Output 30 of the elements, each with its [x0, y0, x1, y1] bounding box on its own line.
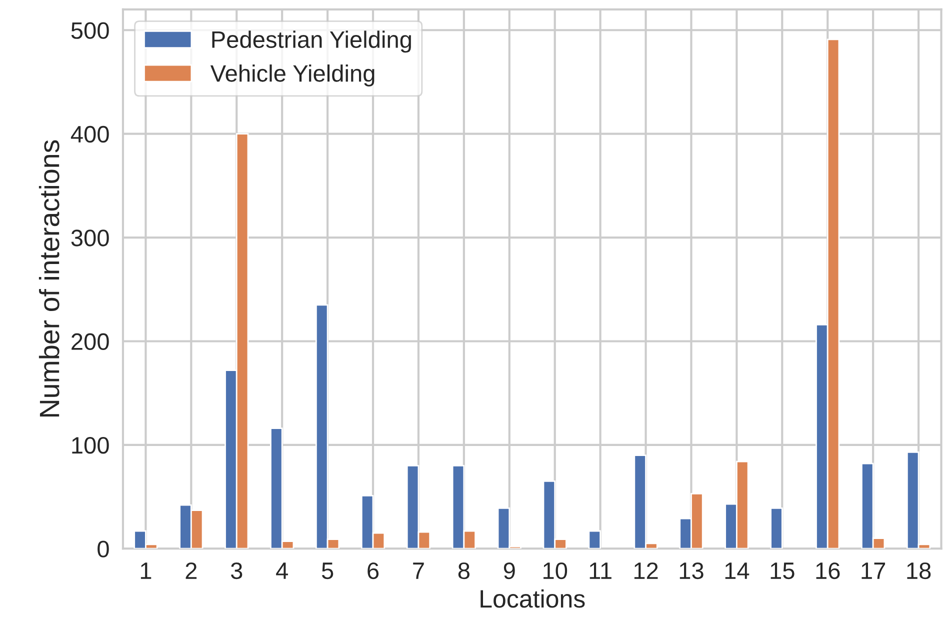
x-tick-label: 15 — [770, 562, 794, 580]
y-tick-label: 0 — [98, 540, 109, 558]
x-tick-label: 10 — [544, 562, 568, 580]
y-tick-label: 400 — [70, 126, 109, 143]
x-tick-label: 3 — [230, 562, 242, 580]
x-tick-label: 2 — [186, 562, 197, 579]
x-tick-label: 1 — [140, 562, 152, 579]
y-tick-label: 100 — [72, 436, 109, 454]
x-tick-label: 16 — [816, 562, 840, 580]
x-tick-label: 13 — [680, 562, 704, 580]
x-tick-label: 7 — [413, 562, 424, 579]
x-tick-label: 11 — [590, 562, 612, 579]
y-tick-label: 200 — [72, 333, 109, 350]
y-tick-label: 500 — [71, 22, 109, 39]
x-axis-title: Locations — [480, 589, 585, 608]
x-tick-label: 8 — [458, 562, 470, 580]
y-axis-title: Number of interactions — [38, 140, 60, 416]
legend-label: Vehicle Yielding — [210, 64, 374, 86]
bar — [588, 530, 602, 549]
x-tick-label: 17 — [862, 562, 886, 579]
x-tick-label: 6 — [368, 562, 379, 580]
x-tick-label: 12 — [634, 562, 658, 579]
x-tick-label: 18 — [907, 562, 931, 580]
x-tick-label: 5 — [322, 562, 334, 580]
x-tick-label: 4 — [276, 562, 288, 579]
bar — [770, 507, 783, 549]
x-tick-label: 9 — [504, 562, 515, 580]
x-tick-label: 14 — [725, 562, 750, 579]
legend-label: Pedestrian Yielding — [212, 30, 411, 53]
y-tick-label: 300 — [71, 230, 109, 246]
